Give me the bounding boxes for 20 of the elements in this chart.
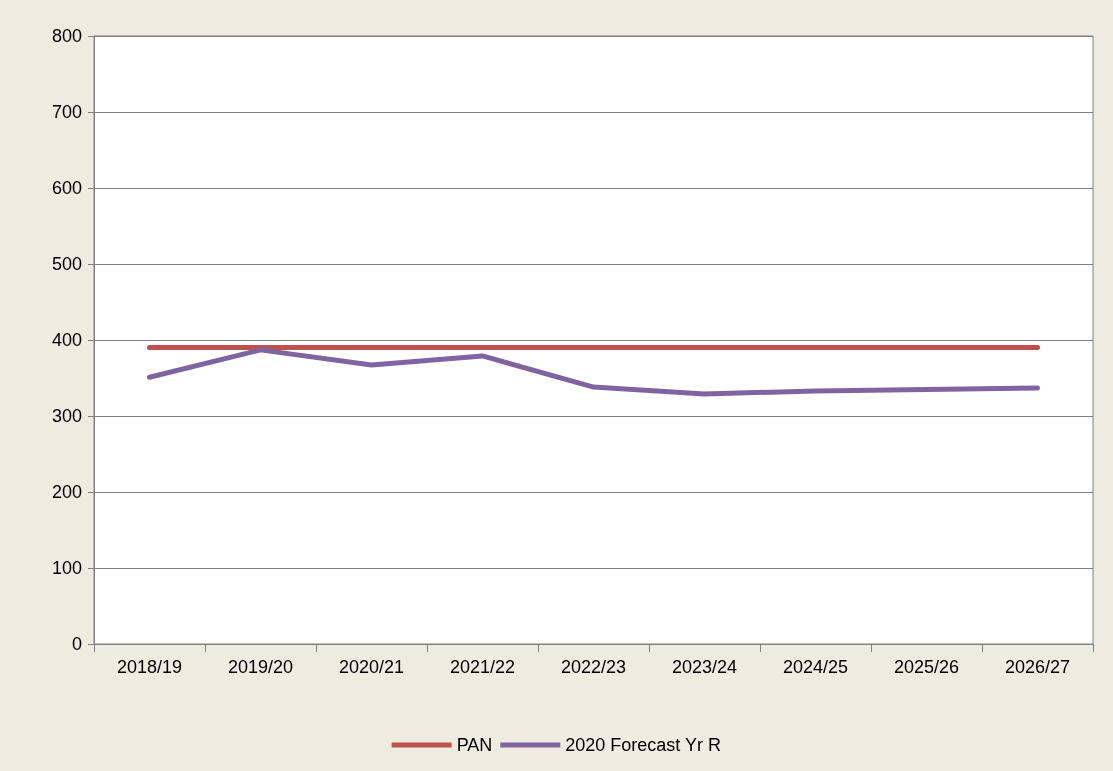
y-tick-label: 500	[51, 254, 82, 274]
y-tick-label: 700	[51, 102, 82, 122]
y-tick-label: 0	[71, 634, 82, 654]
y-tick-label: 800	[51, 26, 82, 46]
x-tick-label: 2022/23	[560, 657, 627, 677]
x-tick-label: 2019/20	[227, 657, 294, 677]
x-tick-label: 2026/27	[1004, 657, 1071, 677]
legend-label: 2020 Forecast Yr R	[565, 735, 722, 755]
legend-label: PAN	[456, 735, 493, 755]
x-tick-label: 2020/21	[338, 657, 405, 677]
y-tick-label: 100	[51, 558, 82, 578]
x-tick-label: 2018/19	[116, 657, 183, 677]
x-tick-label: 2023/24	[671, 657, 738, 677]
x-tick-label: 2021/22	[449, 657, 516, 677]
y-tick-label: 400	[51, 330, 82, 350]
x-tick-label: 2025/26	[893, 657, 960, 677]
y-tick-label: 300	[51, 406, 82, 426]
x-tick-label: 2024/25	[782, 657, 849, 677]
y-tick-label: 600	[51, 178, 82, 198]
y-tick-label: 200	[51, 482, 82, 502]
